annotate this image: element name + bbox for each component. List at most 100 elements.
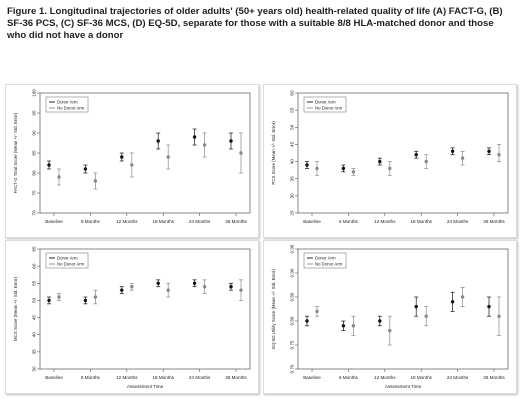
x-tick-label: 18 Months xyxy=(152,375,174,380)
donor-point xyxy=(83,298,88,303)
donor-point xyxy=(450,300,455,304)
donor-point xyxy=(47,298,51,303)
donor-point xyxy=(229,139,233,143)
legend-label: No Donor Arm xyxy=(57,106,85,111)
legend-label: Donor Arm xyxy=(315,100,336,105)
no-donor-point xyxy=(57,295,61,299)
donor-point xyxy=(156,139,160,143)
y-tick-label: 65 xyxy=(32,246,37,252)
no-donor-point xyxy=(388,166,392,171)
x-tick-label: 6 Months xyxy=(81,219,101,224)
no-donor-point xyxy=(239,151,243,155)
no-donor-point xyxy=(166,288,170,292)
x-tick-label: 12 Months xyxy=(116,375,138,380)
no-donor-point xyxy=(202,285,207,289)
y-tick-label: 55 xyxy=(290,107,295,113)
y-tick-label: 40 xyxy=(290,159,295,165)
y-tick-label: 80 xyxy=(32,170,37,176)
no-donor-point xyxy=(130,163,134,167)
no-donor-point xyxy=(497,314,501,318)
donor-point xyxy=(487,149,491,153)
no-donor-point xyxy=(93,295,98,299)
no-donor-point xyxy=(315,166,319,171)
x-tick-label: 18 Months xyxy=(410,219,432,224)
no-donor-point xyxy=(202,143,207,147)
x-tick-label: 36 Months xyxy=(225,219,247,224)
x-tick-label: 18 Months xyxy=(152,219,174,224)
donor-point xyxy=(156,281,160,285)
no-donor-point xyxy=(166,155,170,159)
y-tick-label: 45 xyxy=(32,315,37,321)
chart-svg: 25 30 35 40 45 50 55 60 PCS Score (Mean +/- Std.… xyxy=(271,90,509,224)
no-donor-point xyxy=(351,170,356,174)
chart-svg: 70 75 80 85 90 95 100 FACT-G Total Score (Mean … xyxy=(13,89,251,224)
donor-point xyxy=(341,166,346,171)
donor-point xyxy=(47,163,51,167)
x-tick-label: Baseline xyxy=(303,375,321,380)
legend-label: No Donor Arm xyxy=(315,106,343,111)
chart-panel-eq5d: 0.70 0.75 0.80 0.85 0.90 0.95 EQ-5D Utility Sc… xyxy=(263,240,517,394)
y-tick-label: 50 xyxy=(32,297,37,303)
y-tick-label: 60 xyxy=(290,90,295,96)
y-tick-label: 35 xyxy=(290,176,295,182)
donor-point xyxy=(229,285,233,289)
donor-point xyxy=(378,159,382,164)
donor-point xyxy=(450,149,455,153)
donor-point xyxy=(192,281,197,285)
no-donor-point xyxy=(497,153,501,157)
plot-frame xyxy=(297,248,509,370)
no-donor-point xyxy=(424,159,428,164)
y-tick-label: 0.90 xyxy=(290,268,295,277)
no-donor-point xyxy=(460,156,465,160)
x-tick-label: 6 Months xyxy=(81,375,101,380)
legend-label: Donor Arm xyxy=(57,256,78,261)
donor-point xyxy=(414,153,418,157)
chart-svg: 30 35 40 45 50 55 60 65 MCS Score (Mean +/- Std.… xyxy=(13,246,251,389)
x-axis-label: Assessment Time xyxy=(127,384,164,389)
y-tick-label: 75 xyxy=(32,190,37,196)
x-tick-label: 12 Months xyxy=(116,219,138,224)
no-donor-point xyxy=(93,179,98,183)
no-donor-point xyxy=(239,288,243,292)
legend-label: No Donor Arm xyxy=(315,262,343,267)
y-axis-label: PCS Score (Mean +/- Std. Error) xyxy=(271,121,276,185)
y-tick-label: 95 xyxy=(32,110,37,116)
y-tick-label: 85 xyxy=(32,150,37,156)
donor-point xyxy=(378,319,382,323)
donor-point xyxy=(120,155,124,159)
figure-caption: Figure 1. Longitudinal trajectories of o… xyxy=(7,6,503,42)
x-tick-label: Baseline xyxy=(45,219,63,224)
x-tick-label: 12 Months xyxy=(374,375,396,380)
x-tick-label: 24 Months xyxy=(189,219,211,224)
no-donor-point xyxy=(315,309,319,314)
y-tick-label: 55 xyxy=(32,280,37,286)
y-tick-label: 40 xyxy=(32,332,37,338)
y-tick-label: 0.80 xyxy=(290,316,295,325)
donor-point xyxy=(192,135,197,139)
x-tick-label: 24 Months xyxy=(447,219,469,224)
donor-point xyxy=(120,288,124,292)
legend-box xyxy=(303,96,347,113)
x-tick-label: 36 Months xyxy=(483,375,505,380)
chart-panel-fact-g: 70 75 80 85 90 95 100 FACT-G Total Score (Mean … xyxy=(5,84,259,238)
no-donor-point xyxy=(351,324,356,328)
chart-panel-sf36-pcs: 25 30 35 40 45 50 55 60 PCS Score (Mean +/- Std.… xyxy=(263,84,517,238)
x-tick-label: 36 Months xyxy=(225,375,247,380)
donor-point xyxy=(414,304,418,309)
y-tick-label: 0.75 xyxy=(290,340,295,349)
y-tick-label: 100 xyxy=(32,89,37,97)
x-tick-label: Baseline xyxy=(45,375,63,380)
y-tick-label: 45 xyxy=(290,141,295,147)
legend-box xyxy=(303,252,347,269)
y-tick-label: 60 xyxy=(32,263,37,269)
x-tick-label: 12 Months xyxy=(374,219,396,224)
x-tick-label: 6 Months xyxy=(339,219,359,224)
y-tick-label: 30 xyxy=(32,366,37,372)
chart-svg: 0.70 0.75 0.80 0.85 0.90 0.95 EQ-5D Utility Sc… xyxy=(271,244,509,389)
legend-box xyxy=(45,252,89,269)
y-tick-label: 0.95 xyxy=(290,244,295,253)
legend-box xyxy=(45,96,89,113)
